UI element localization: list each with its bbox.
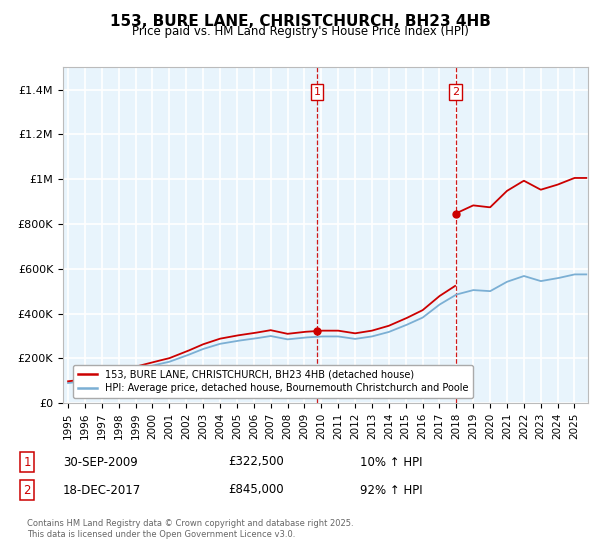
Text: 92% ↑ HPI: 92% ↑ HPI (360, 483, 422, 497)
Text: Price paid vs. HM Land Registry's House Price Index (HPI): Price paid vs. HM Land Registry's House … (131, 25, 469, 38)
Text: 153, BURE LANE, CHRISTCHURCH, BH23 4HB: 153, BURE LANE, CHRISTCHURCH, BH23 4HB (110, 14, 490, 29)
Text: Contains HM Land Registry data © Crown copyright and database right 2025.
This d: Contains HM Land Registry data © Crown c… (27, 520, 353, 539)
Text: 18-DEC-2017: 18-DEC-2017 (63, 483, 141, 497)
Text: 30-SEP-2009: 30-SEP-2009 (63, 455, 138, 469)
Text: 1: 1 (314, 87, 320, 97)
Text: 2: 2 (452, 87, 459, 97)
Text: £845,000: £845,000 (228, 483, 284, 497)
Text: £322,500: £322,500 (228, 455, 284, 469)
Text: 1: 1 (23, 455, 31, 469)
Text: 2: 2 (23, 483, 31, 497)
Text: 10% ↑ HPI: 10% ↑ HPI (360, 455, 422, 469)
Legend: 153, BURE LANE, CHRISTCHURCH, BH23 4HB (detached house), HPI: Average price, det: 153, BURE LANE, CHRISTCHURCH, BH23 4HB (… (73, 365, 473, 398)
